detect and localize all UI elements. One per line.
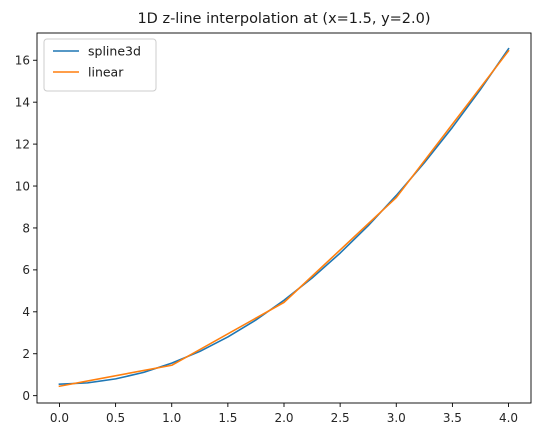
x-tick-label: 2.0 [274, 411, 293, 425]
y-tick-label: 2 [22, 347, 30, 361]
legend-label-linear: linear [88, 65, 124, 80]
series-line-linear [58, 49, 510, 388]
y-tick-label: 10 [15, 179, 30, 193]
x-tick-label: 0.0 [50, 411, 69, 425]
series-line-spline3d [58, 47, 510, 385]
x-tick-label: 2.5 [331, 411, 350, 425]
y-tick-label: 4 [22, 305, 30, 319]
y-tick-label: 16 [15, 54, 30, 68]
y-axis: 0 2 4 6 8 10 12 14 16 [15, 54, 37, 403]
legend: spline3d linear [43, 38, 157, 92]
x-tick-label: 1.5 [218, 411, 237, 425]
x-tick-label: 3.5 [443, 411, 462, 425]
y-tick-label: 0 [22, 389, 30, 403]
plot-frame [36, 32, 532, 404]
chart-title: 1D z-line interpolation at (x=1.5, y=2.0… [137, 11, 430, 27]
y-tick-label: 12 [15, 137, 30, 151]
y-tick-label: 6 [22, 263, 30, 277]
x-tick-label: 4.0 [499, 411, 518, 425]
y-tick-label: 8 [22, 221, 30, 235]
y-tick-label: 14 [15, 95, 30, 109]
legend-label-spline3d: spline3d [88, 44, 141, 59]
x-tick-label: 1.0 [162, 411, 181, 425]
x-tick-label: 0.5 [106, 411, 125, 425]
series-layer [58, 47, 510, 388]
x-axis: 0.0 0.5 1.0 1.5 2.0 2.5 3.0 3.5 4.0 [50, 403, 518, 425]
legend-box [43, 38, 157, 92]
plot-area [37, 33, 531, 403]
x-tick-label: 3.0 [387, 411, 406, 425]
plot-background [37, 33, 531, 403]
